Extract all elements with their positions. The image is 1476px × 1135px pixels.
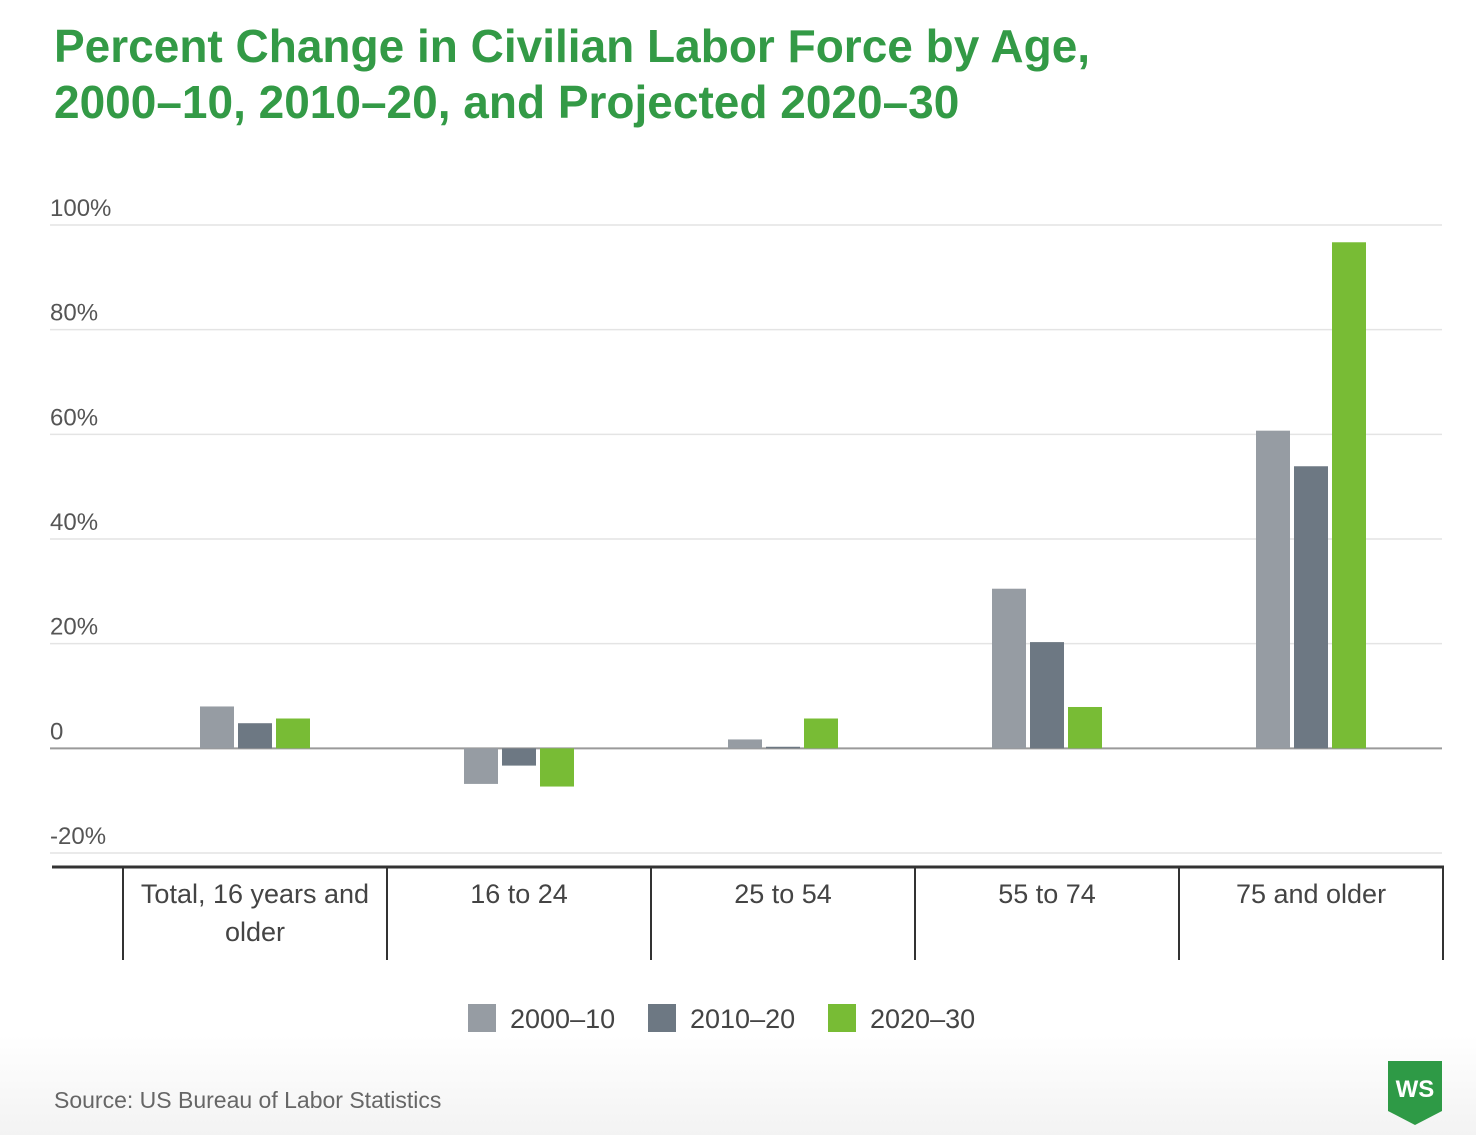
category-label: 75 and older xyxy=(1236,879,1386,909)
bar xyxy=(728,739,762,749)
bar xyxy=(1256,430,1290,749)
bar xyxy=(464,748,498,784)
bar xyxy=(804,718,838,749)
source-note: Source: US Bureau of Labor Statistics xyxy=(54,1087,442,1113)
ws-logo-text: WS xyxy=(1396,1076,1435,1103)
y-tick-label: -20% xyxy=(50,823,106,850)
bar xyxy=(276,718,310,749)
bar xyxy=(1332,242,1366,749)
category-label: 16 to 24 xyxy=(470,879,568,909)
y-tick-label: 80% xyxy=(50,300,98,327)
bar xyxy=(1030,642,1064,749)
category-label: 55 to 74 xyxy=(998,879,1096,909)
bar xyxy=(200,706,234,749)
y-tick-label: 0 xyxy=(50,718,63,745)
legend-label: 2020–30 xyxy=(870,1004,975,1034)
y-tick-label: 100% xyxy=(50,195,111,222)
bar xyxy=(540,748,574,787)
legend-swatch xyxy=(468,1004,496,1032)
bar xyxy=(992,588,1026,749)
y-tick-label: 40% xyxy=(50,509,98,536)
ws-logo-shield xyxy=(1388,1061,1442,1125)
legend-label: 2010–20 xyxy=(690,1004,795,1034)
bar xyxy=(1294,466,1328,749)
bar xyxy=(1068,706,1102,749)
chart-title-line-1: Percent Change in Civilian Labor Force b… xyxy=(54,20,1091,72)
background-fade xyxy=(0,1035,1476,1135)
legend-swatch xyxy=(828,1004,856,1032)
chart-title: Percent Change in Civilian Labor Force b… xyxy=(54,18,1434,130)
category-label: 25 to 54 xyxy=(734,879,832,909)
ws-logo-icon: WS xyxy=(1388,1061,1442,1125)
bar xyxy=(766,746,800,749)
category-label: Total, 16 years and older xyxy=(141,879,369,947)
legend-label: 2000–10 xyxy=(510,1004,615,1034)
y-tick-label: 20% xyxy=(50,614,98,641)
bar xyxy=(502,748,536,766)
chart-title-line-2: 2000–10, 2010–20, and Projected 2020–30 xyxy=(54,76,960,128)
legend-swatch xyxy=(648,1004,676,1032)
bar xyxy=(238,723,272,749)
bar-chart: 100% 80% 60% 40% 20% 0 -20% Total, 16 years and… xyxy=(50,195,1444,1034)
y-tick-label: 60% xyxy=(50,404,98,431)
